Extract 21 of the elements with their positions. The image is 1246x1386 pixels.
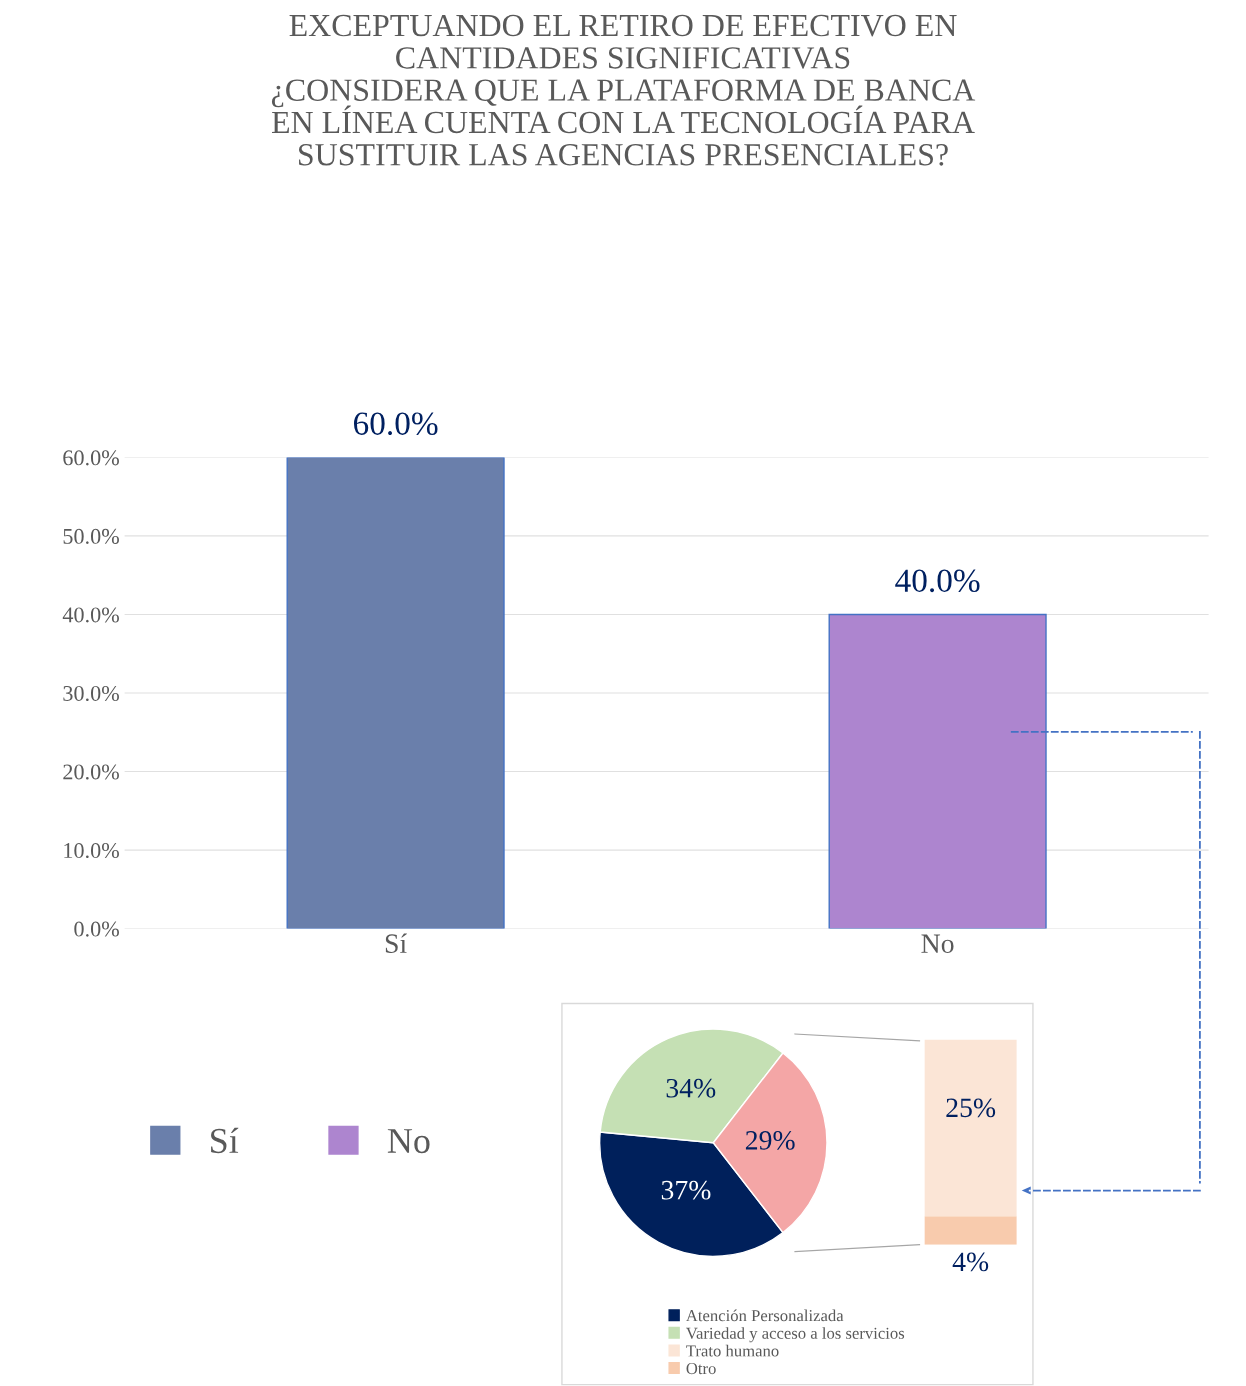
data-label: 34% bbox=[666, 1078, 716, 1098]
data-label: 29% bbox=[745, 1130, 795, 1150]
legend-label: No bbox=[387, 1129, 430, 1154]
legend-label: Sí bbox=[211, 1127, 239, 1154]
y-tick-label: 40.0% bbox=[62, 607, 119, 623]
y-tick-label: 20.0% bbox=[63, 764, 119, 780]
y-tick-label: 10.0% bbox=[64, 843, 119, 859]
legend-label: Variedad y acceso a los servicios bbox=[686, 1327, 905, 1343]
y-tick-label: 50.0% bbox=[63, 528, 119, 544]
legend-label: Otro bbox=[686, 1362, 716, 1375]
chart-title: EXCEPTUANDO EL RETIRO DE EFECTIVO EN CANTIDADES SIGNIFICATIVAS ¿CONSIDERA QUE LA PLATAFORMA DE BANCA EN LÍNEA CUENTA CON LA TECNOLOGÍA PARA SUSTITUIR LAS AGENCIAS PRESENCIALES? bbox=[271, 14, 976, 166]
y-tick-label: 0.0% bbox=[74, 921, 119, 937]
legend-label: Trato humano bbox=[686, 1344, 779, 1357]
data-label: 25% bbox=[946, 1098, 996, 1118]
legend-label: Atención Personalizada bbox=[685, 1309, 844, 1322]
y-tick-label: 30.0% bbox=[63, 685, 119, 702]
data-label: 37% bbox=[661, 1180, 711, 1200]
data-label: 40.0% bbox=[895, 569, 980, 593]
data-label: 60.0% bbox=[353, 412, 438, 436]
data-label: 4% bbox=[952, 1252, 989, 1272]
y-tick-label: 60.0% bbox=[63, 450, 119, 466]
